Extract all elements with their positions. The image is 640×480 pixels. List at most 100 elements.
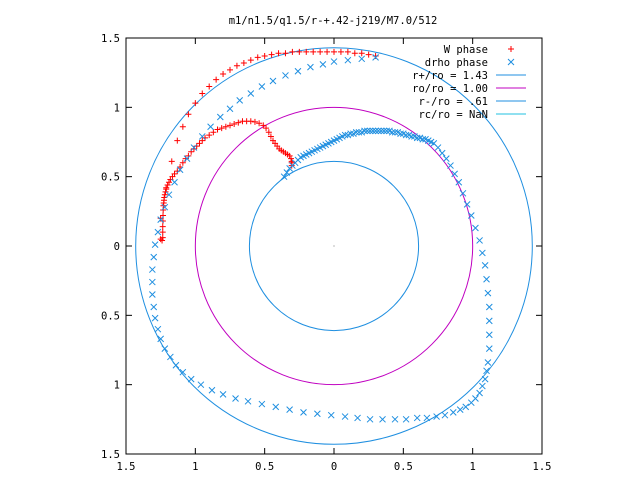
drho-phase-point: [282, 72, 289, 79]
circle-series-3: [194, 106, 474, 386]
drho-phase-point: [483, 275, 490, 283]
w-phase-point: [161, 191, 168, 198]
x-tick-label: 0.5: [394, 461, 413, 473]
drho-phase-point: [391, 128, 399, 136]
y-tick-label: 0.5: [101, 310, 120, 322]
w-phase-point: [286, 152, 293, 159]
drho-phase-point: [172, 361, 180, 369]
w-phase-point: [179, 159, 186, 166]
data-points: [148, 48, 493, 423]
drho-phase-point: [150, 253, 158, 261]
w-phase-point: [240, 59, 247, 66]
w-phase-point: [256, 120, 263, 127]
drho-phase-point: [258, 83, 266, 90]
w-phase-point: [210, 129, 217, 136]
drho-phase-point: [402, 131, 410, 139]
drho-phase-point: [197, 381, 205, 389]
drho-phase-point: [187, 375, 195, 383]
legend-label: r-/ro = .61: [418, 96, 488, 108]
drho-phase-point: [352, 128, 360, 136]
drho-phase-point: [307, 63, 314, 71]
x-tick-label: 1.5: [117, 461, 136, 473]
drho-phase-point: [423, 414, 431, 422]
w-phase-point: [324, 48, 331, 55]
chart-title: m1/n1.5/q1.5/r-+.42-j219/M7.0/512: [229, 15, 438, 27]
w-phase-point: [261, 53, 268, 60]
drho-phase-point: [479, 249, 486, 257]
drho-phase-point: [171, 178, 178, 186]
drho-phase-point: [383, 127, 391, 135]
y-tick-label: 1: [114, 102, 120, 114]
w-phase-point: [365, 51, 372, 58]
drho-phase-point: [459, 189, 467, 197]
w-phase-point: [163, 184, 170, 191]
drho-phase-point: [341, 131, 349, 139]
drho-phase-point: [476, 237, 483, 244]
drho-phase-point: [485, 331, 493, 339]
drho-phase-point: [258, 400, 266, 408]
w-phase-point: [174, 137, 181, 144]
drho-phase-point: [413, 414, 421, 422]
w-phase-point: [288, 155, 295, 162]
w-phase-point: [164, 181, 171, 188]
w-phase-point: [282, 50, 289, 57]
w-phase-point: [213, 76, 220, 83]
w-phase-point: [296, 48, 303, 55]
w-phase-point: [231, 120, 238, 127]
drho-phase-point: [434, 144, 442, 151]
drho-phase-point: [161, 203, 169, 211]
drho-phase-point: [148, 291, 156, 298]
w-phase-point: [179, 123, 186, 130]
axis-ticks: 1.5 1 0.5 0 0.5 1 1.51.510.500.511.5: [101, 33, 551, 473]
w-phase-point: [247, 118, 254, 125]
drho-phase-point: [355, 128, 363, 136]
w-phase-point: [247, 57, 254, 64]
drho-phase-point: [244, 397, 252, 405]
drho-phase-point: [449, 409, 457, 416]
origin-dot: [333, 245, 335, 247]
w-phase-point: [206, 83, 213, 90]
w-phase-point: [337, 48, 344, 55]
drho-phase-point: [154, 228, 162, 236]
drho-phase-point: [176, 166, 184, 174]
w-phase-point: [372, 53, 379, 60]
drho-phase-point: [167, 353, 174, 361]
drho-phase-point: [148, 278, 156, 286]
drho-phase-point: [216, 113, 224, 121]
drho-phase-point: [472, 224, 479, 232]
w-phase-point: [159, 223, 166, 230]
w-phase-point: [190, 145, 197, 152]
drho-phase-point: [483, 367, 490, 375]
w-phase-point: [177, 163, 184, 170]
drho-phase-point: [377, 127, 385, 135]
drho-phase-point: [300, 409, 307, 416]
reference-circles: [135, 47, 533, 445]
drho-phase-point: [283, 169, 291, 176]
w-phase-point: [218, 125, 225, 132]
legend-marker: [508, 46, 514, 52]
drho-phase-point: [179, 368, 187, 376]
drho-phase-point: [485, 317, 493, 325]
x-tick-label: 1: [470, 461, 476, 473]
w-phase-point: [289, 48, 296, 55]
drho-phase-point: [294, 67, 302, 75]
drho-phase-point: [388, 128, 396, 136]
drho-phase-point: [269, 77, 277, 85]
drho-phase-point: [247, 90, 255, 97]
y-tick-label: 1.5: [101, 33, 120, 45]
drho-phase-point: [207, 123, 214, 131]
drho-phase-point: [151, 314, 159, 322]
w-phase-point: [227, 66, 233, 73]
drho-phase-point: [219, 391, 227, 398]
drho-phase-point: [232, 395, 239, 402]
drho-phase-point: [372, 54, 379, 61]
drho-phase-point: [375, 127, 382, 135]
drho-phase-point: [272, 403, 280, 411]
circle-series-2: [135, 47, 533, 445]
drho-phase-point: [341, 413, 349, 420]
drho-phase-point: [485, 303, 493, 311]
y-tick-label: 0.5: [101, 172, 120, 184]
circle-series-4: [248, 160, 420, 332]
